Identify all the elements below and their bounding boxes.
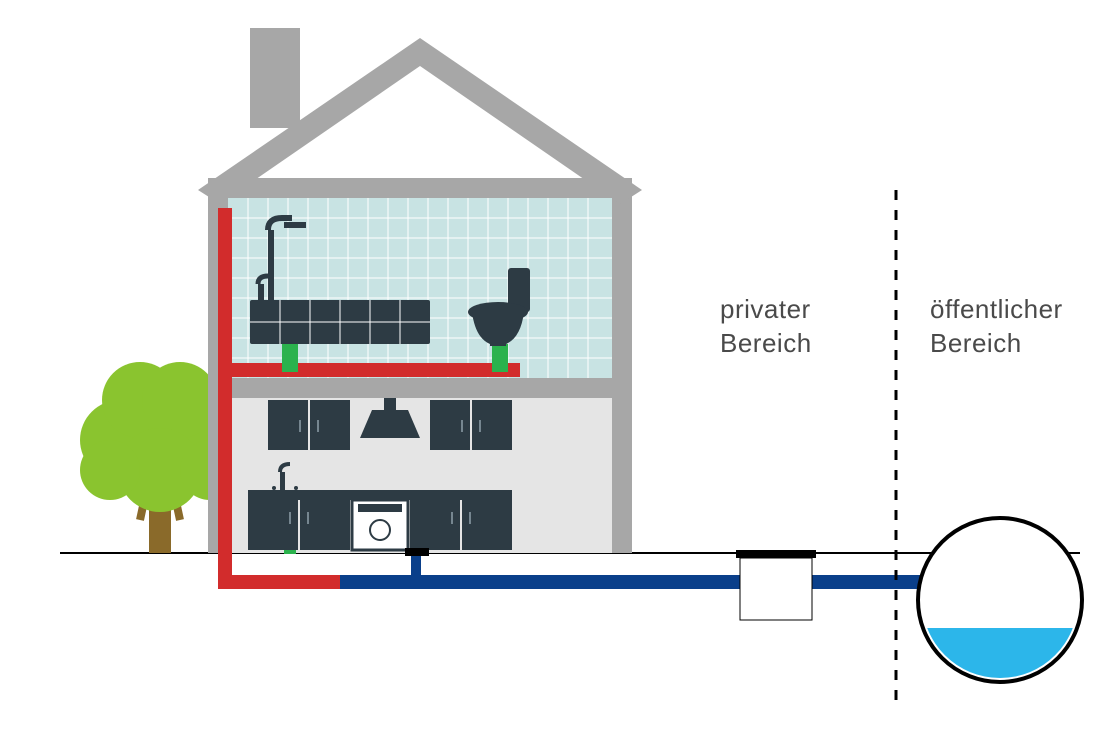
drain-cap	[405, 548, 429, 556]
label-private-1: privater	[720, 294, 811, 324]
label-public-1: öffentlicher	[930, 294, 1063, 324]
manhole	[736, 550, 816, 620]
label-public-2: Bereich	[930, 328, 1022, 358]
label-private-2: Bereich	[720, 328, 812, 358]
sewer-main	[918, 518, 1082, 688]
